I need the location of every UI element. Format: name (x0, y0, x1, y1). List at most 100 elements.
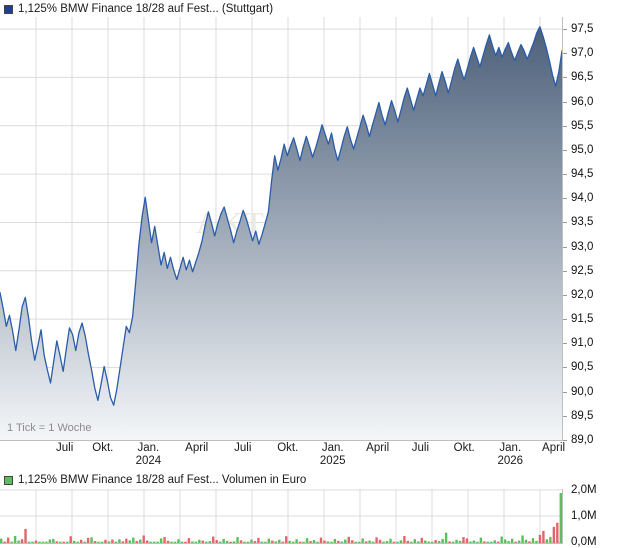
volume-bar (159, 538, 163, 543)
price-y-tick-mark (563, 415, 567, 417)
volume-y-axis: 2,0M 1,0M 0,0M (563, 484, 620, 548)
x-axis-tick-label: Juli (56, 442, 73, 455)
volume-bar (364, 541, 368, 543)
volume-bar (180, 541, 184, 543)
volume-bar (135, 541, 138, 543)
volume-bar (510, 538, 514, 543)
volume-bar (139, 539, 142, 543)
price-y-tick-label: 92,5 (571, 264, 594, 277)
price-y-tick-mark (563, 367, 567, 369)
volume-bar (215, 540, 218, 543)
price-y-tick-mark (563, 440, 567, 441)
volume-bar (152, 541, 156, 543)
volume-gridlines (0, 489, 562, 543)
volume-bar (250, 539, 253, 543)
price-y-tick-label: 90,0 (571, 385, 594, 398)
price-y-tick-label: 95,0 (571, 143, 594, 156)
volume-bar (218, 541, 222, 543)
volume-bar (444, 532, 448, 543)
volume-bar (497, 541, 500, 543)
volume-bar (340, 541, 344, 543)
x-axis-tick-label: Okt. (454, 442, 475, 455)
volume-bar (10, 541, 13, 543)
volume-bar (472, 540, 476, 543)
x-tick-month: Okt. (277, 442, 299, 454)
volume-bar (285, 536, 288, 543)
price-y-tick-mark (563, 101, 567, 103)
price-y-tick-label: 93,5 (571, 216, 594, 229)
price-legend-label: 1,125% BMW Finance 18/28 auf Fest... (St… (18, 3, 274, 15)
volume-bar (100, 541, 104, 543)
volume-bar (191, 541, 194, 543)
x-tick-month: Jan. (499, 442, 522, 454)
volume-bar (208, 541, 211, 543)
volume-bar (198, 539, 201, 543)
volume-bar (142, 535, 145, 543)
volume-bar (3, 541, 6, 543)
price-y-tick-mark (563, 53, 567, 55)
volume-bar (559, 493, 562, 543)
volume-bar (201, 540, 204, 543)
volume-bar (59, 541, 62, 543)
volume-bar (351, 540, 354, 543)
volume-bar (6, 537, 10, 543)
volume-bar (361, 538, 364, 543)
volume-bar (330, 541, 333, 543)
volume-bar (389, 538, 392, 543)
volume-bar (316, 541, 319, 543)
volume-bar (225, 540, 229, 543)
volume-bar (410, 541, 413, 543)
volume-bar (274, 541, 277, 543)
price-y-tick-mark (563, 294, 567, 296)
volume-bar (267, 538, 271, 543)
price-y-tick-mark (563, 270, 567, 272)
volume-bar (62, 541, 65, 543)
volume-bar (239, 540, 243, 543)
volume-bar (55, 541, 59, 543)
volume-bar (173, 541, 177, 543)
x-tick-month: April (366, 442, 390, 454)
volume-bar (521, 535, 524, 543)
volume-bar (545, 539, 549, 543)
volume-plot-area[interactable] (0, 489, 563, 544)
volume-series-legend: 1,125% BMW Finance 18/28 auf Fest... Vol… (4, 474, 306, 486)
volume-bar (31, 541, 34, 543)
volume-bars-group (0, 493, 562, 543)
time-x-axis: Juli Okt. Jan. 2024 April Juli Okt. Jan. 2025 Apr… (0, 442, 566, 472)
volume-bar (34, 540, 38, 543)
price-y-tick-label: 91,0 (571, 337, 594, 350)
price-plot-area[interactable]: AKTI 1 Tick = 1 Woche (0, 17, 563, 441)
volume-bar (156, 541, 159, 543)
price-y-tick-label: 94,5 (571, 168, 594, 181)
volume-bar (125, 538, 128, 543)
volume-bar (434, 540, 437, 543)
volume-bar (399, 540, 403, 543)
volume-bar (13, 535, 17, 543)
volume-bar (413, 539, 417, 543)
volume-bar (486, 541, 490, 543)
volume-bar (493, 540, 496, 543)
volume-bar (260, 541, 264, 543)
volume-bar (295, 539, 298, 543)
volume-bar (420, 537, 423, 543)
volume-bar (451, 541, 455, 543)
volume-bar (441, 538, 444, 543)
volume-bar (48, 539, 52, 543)
x-tick-month: April (542, 442, 566, 454)
volume-bar (337, 540, 340, 543)
volume-bar (490, 541, 493, 543)
volume-bar (278, 539, 281, 543)
volume-bar (243, 541, 246, 543)
volume-bar (38, 541, 41, 543)
volume-bar (288, 540, 291, 543)
volume-bar (333, 538, 337, 543)
volume-legend-label: 1,125% BMW Finance 18/28 auf Fest... Vol… (18, 474, 307, 486)
x-axis-tick-label: Jan. 2024 (136, 442, 162, 468)
price-y-tick-mark (563, 343, 567, 345)
price-y-tick-label: 90,5 (571, 361, 594, 374)
volume-bar (305, 538, 309, 543)
x-tick-month: Juli (55, 442, 74, 454)
volume-bar (187, 538, 191, 543)
volume-bar (455, 539, 458, 543)
volume-bar (281, 541, 284, 543)
